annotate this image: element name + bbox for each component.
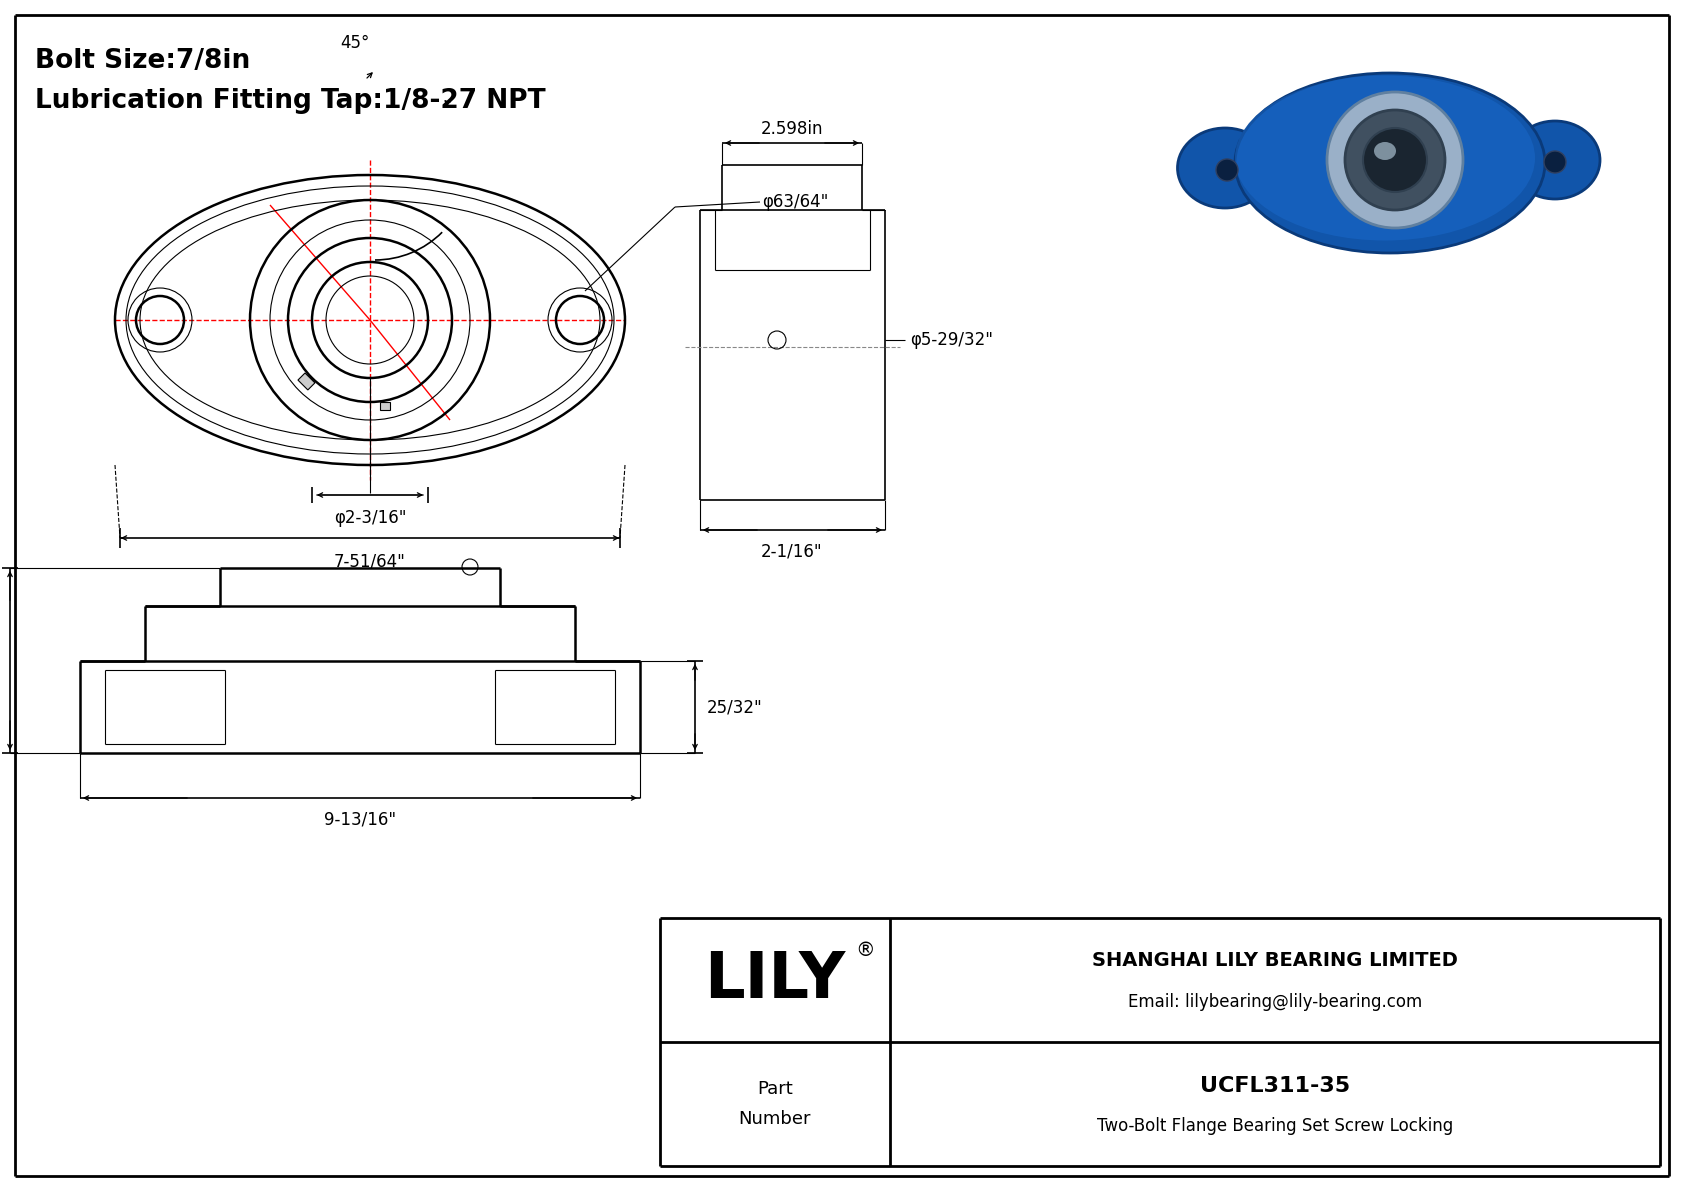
Text: φ63/64": φ63/64"	[761, 193, 829, 211]
Text: φ5-29/32": φ5-29/32"	[909, 331, 994, 349]
Circle shape	[1327, 92, 1463, 227]
Text: Bolt Size:7/8in: Bolt Size:7/8in	[35, 48, 251, 74]
Text: φ2-3/16": φ2-3/16"	[333, 509, 406, 526]
Ellipse shape	[1511, 121, 1600, 199]
Text: 9-13/16": 9-13/16"	[323, 810, 396, 828]
Text: 7-51/64": 7-51/64"	[333, 551, 406, 570]
Ellipse shape	[1234, 73, 1544, 252]
Text: 25/32": 25/32"	[707, 698, 763, 716]
Ellipse shape	[1374, 142, 1396, 160]
Circle shape	[1362, 127, 1426, 192]
Text: 45°: 45°	[340, 35, 370, 52]
Text: Lubrication Fitting Tap:1/8-27 NPT: Lubrication Fitting Tap:1/8-27 NPT	[35, 88, 546, 114]
Circle shape	[1544, 151, 1566, 173]
Ellipse shape	[1177, 127, 1273, 208]
Bar	[298, 373, 315, 389]
Text: 2-1/16": 2-1/16"	[761, 542, 823, 560]
Ellipse shape	[1234, 75, 1536, 241]
Text: UCFL311-35: UCFL311-35	[1201, 1075, 1351, 1096]
Text: 2.598in: 2.598in	[761, 120, 823, 138]
Bar	[381, 401, 391, 410]
Text: Email: lilybearing@lily-bearing.com: Email: lilybearing@lily-bearing.com	[1128, 993, 1421, 1011]
Text: LILY: LILY	[704, 949, 845, 1011]
Text: ®: ®	[855, 941, 874, 960]
Circle shape	[1216, 160, 1238, 181]
Text: Two-Bolt Flange Bearing Set Screw Locking: Two-Bolt Flange Bearing Set Screw Lockin…	[1096, 1117, 1453, 1135]
Text: Part
Number: Part Number	[739, 1080, 812, 1128]
Text: SHANGHAI LILY BEARING LIMITED: SHANGHAI LILY BEARING LIMITED	[1091, 950, 1458, 969]
Circle shape	[1346, 110, 1445, 210]
